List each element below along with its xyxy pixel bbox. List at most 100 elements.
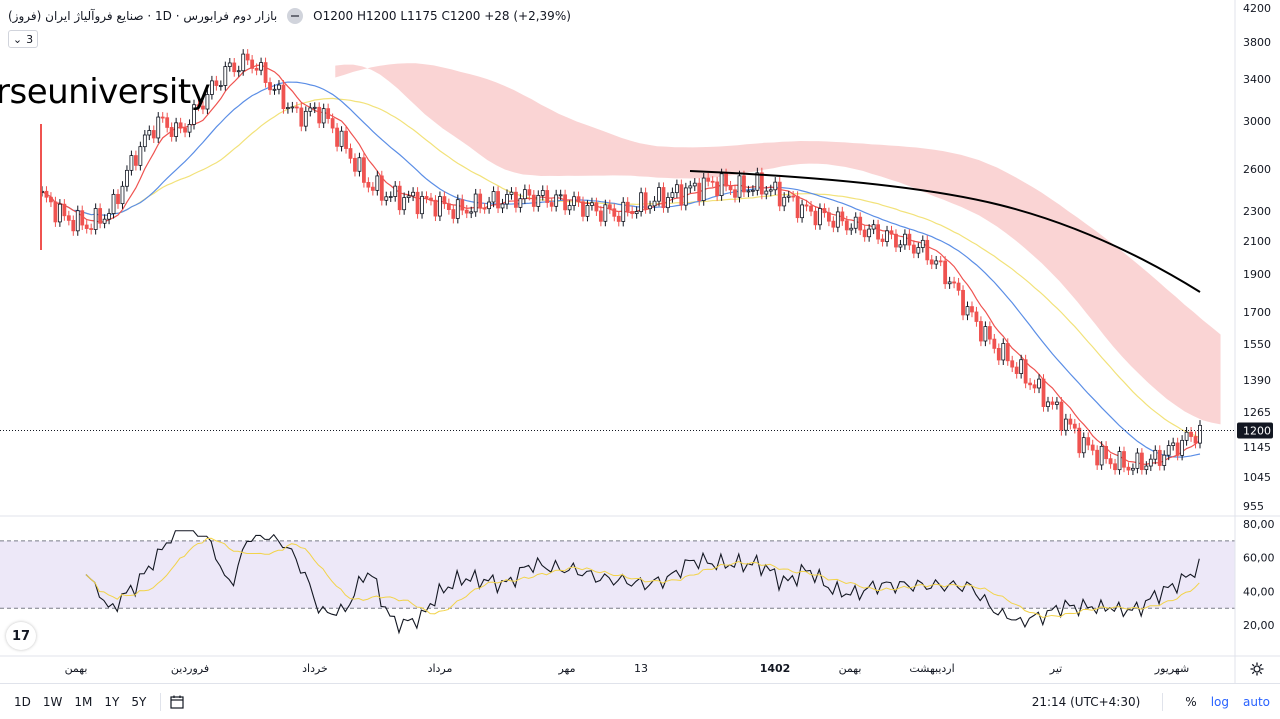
candle-body [151,130,156,139]
candle-body [75,210,80,232]
candle-body [536,195,541,207]
candle-body [777,181,782,207]
candle-body [1077,427,1082,454]
current-price-badge [1237,422,1273,439]
hide-icon[interactable] [287,8,304,24]
candle-body [1162,454,1167,466]
candle-body [133,155,138,166]
indicators-collapse-button[interactable]: ⌄ 3 [8,30,38,48]
auto-scale-toggle[interactable]: auto [1242,694,1270,709]
candle-body [594,202,599,212]
candle-body [1010,360,1015,368]
candle-body [429,197,433,201]
candle-body [187,124,192,133]
candle-body [701,177,706,201]
candle-body [531,194,536,207]
time-tick-label: تیر [1049,662,1062,675]
candle-body [974,311,979,322]
candle-body [889,230,894,235]
timeframe-1w[interactable]: 1W [42,694,63,709]
candle-body [1005,343,1010,362]
candle-body [947,281,952,285]
candle-body [57,203,62,223]
candle-body [1166,445,1171,456]
candle-body [692,182,697,187]
log-scale-toggle[interactable]: log [1210,694,1229,709]
price-tick-label: 1700 [1243,306,1271,319]
candle-body [540,190,545,196]
candle-body [254,67,259,71]
axes: 4200 3800 3400 3000 2600 2300 2100 1900 1700 1550… [0,0,1280,683]
tradingview-logo-icon[interactable]: 17 [6,622,36,650]
candle-body [916,247,921,254]
candle-body [634,211,639,215]
candle-body [661,187,666,209]
candle-body [259,62,263,71]
candle-body [491,191,496,203]
symbol-title[interactable]: بازار دوم فرابورس · 1D · صنایع فروآلیاژ … [8,9,278,23]
candle-body [442,196,447,205]
candle-body [764,190,769,195]
time-tick-label: خرداد [302,662,328,675]
candle-body [791,195,796,198]
candle-body [80,210,85,226]
candle-body [1055,401,1059,405]
timeframe-5y[interactable]: 5Y [131,694,147,709]
candle-body [1063,418,1068,431]
rsi-tick-label: 40,00 [1243,585,1275,598]
gear-icon[interactable] [1250,662,1264,676]
candle-body [965,306,970,316]
date-range-icon[interactable] [169,694,185,710]
candle-body [169,127,174,137]
price-tick-label: 2300 [1243,205,1271,218]
rsi-ma-line [85,537,1200,619]
timeframe-1d[interactable]: 1D [14,694,31,709]
candle-body [858,216,863,231]
candle-body [192,104,196,125]
candle-body [867,228,872,238]
candle-body [616,215,621,222]
watermark-text: rseuniversity [0,72,211,112]
candle-body [987,326,992,340]
candle-body [1028,382,1033,386]
time-tick-label: مهر [557,662,575,675]
candle-body [433,199,438,217]
candle-body [464,209,469,214]
candle-body [639,192,644,212]
candle-body [715,181,720,196]
candle-body [920,239,925,248]
candle-body [911,244,916,254]
time-tick-label: بهمن [839,662,862,675]
candle-body [1126,466,1131,471]
candle-body [344,130,348,149]
candle-body [451,209,456,219]
divider [160,692,162,711]
clock-timezone[interactable]: 21:14 (UTC+4:30) [1031,694,1141,709]
candle-body [397,185,402,211]
candle-body [581,201,585,217]
bottom-toolbar: 1D 1W 1M 1Y 5Y 21:14 (UTC+4:30) % log au… [0,683,1280,719]
percent-scale-toggle[interactable]: % [1185,694,1197,709]
candle-body [406,195,411,198]
candle-body [1193,436,1198,444]
candle-body [670,192,675,198]
candle-body [683,187,688,206]
change-value: +28 (+2,39%) [484,9,571,23]
time-tick-label: فروردین [171,662,209,675]
timeframe-1m[interactable]: 1M [74,694,93,709]
candle-body [853,216,858,229]
candle-body [165,117,170,128]
candle-body [844,220,849,231]
candle-body [648,205,652,210]
candle-body [818,208,822,226]
candle-body [804,204,809,207]
candle-body [102,218,107,224]
timeframe-1y[interactable]: 1Y [104,694,120,709]
candle-body [411,191,415,197]
candle-body [522,189,527,200]
candle-body [1144,465,1149,471]
candle-body [719,173,724,196]
candle-body [308,107,313,112]
